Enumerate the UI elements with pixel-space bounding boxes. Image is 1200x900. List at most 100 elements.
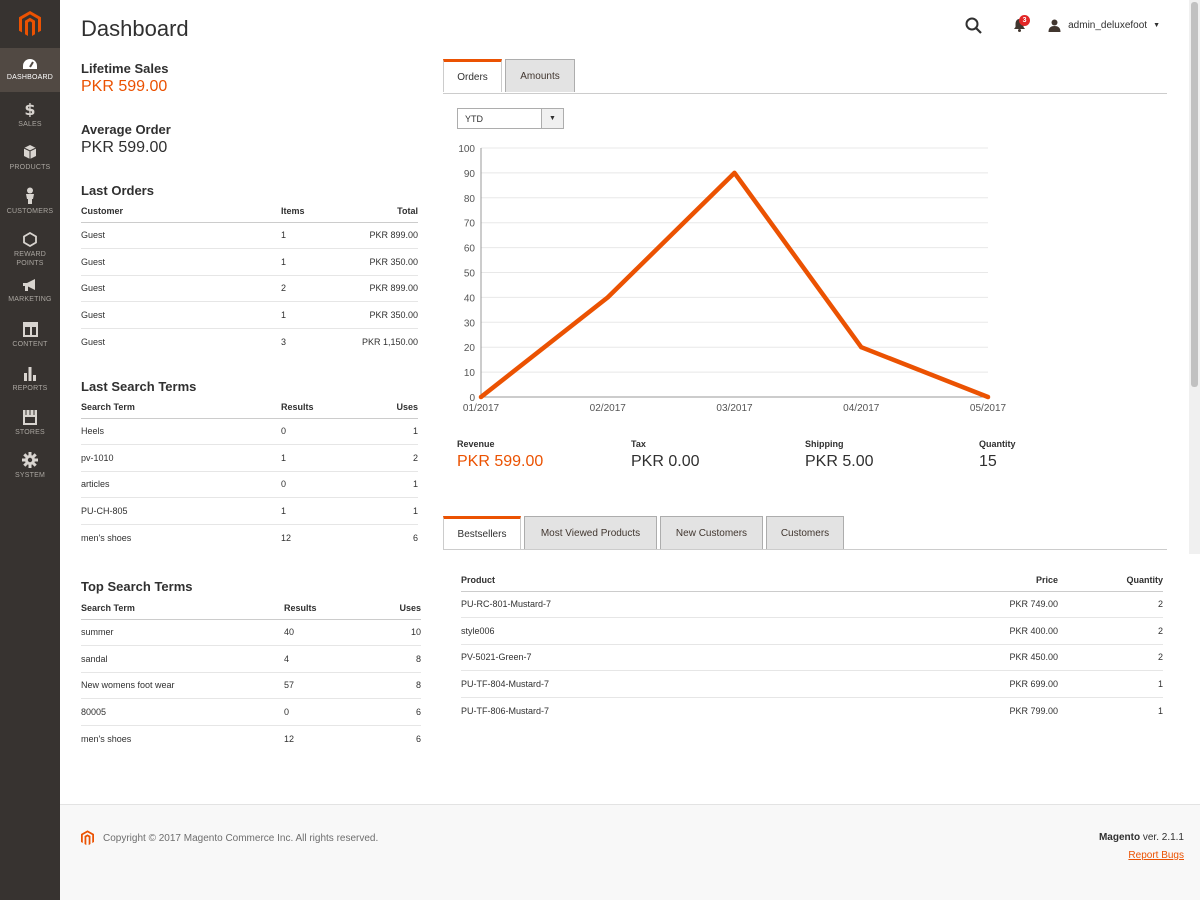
nav-reports[interactable]: REPORTS: [0, 360, 60, 404]
cell: 6: [344, 698, 421, 726]
data-point: [986, 395, 990, 399]
table-row[interactable]: men's shoes 12 6: [81, 725, 421, 752]
data-point: [479, 395, 483, 399]
nav-dashboard[interactable]: DASHBOARD: [0, 48, 60, 92]
copyright-text: Copyright © 2017 Magento Commerce Inc. A…: [103, 833, 379, 844]
table-row[interactable]: PU-RC-801-Mustard-7 PKR 749.00 2: [461, 591, 1163, 618]
table-row[interactable]: summer 40 10: [81, 619, 421, 646]
y-tick-label: 20: [464, 343, 476, 354]
search-icon: [965, 17, 982, 34]
table-row[interactable]: PU-TF-804-Mustard-7 PKR 699.00 1: [461, 670, 1163, 698]
cell: 1: [281, 444, 341, 472]
top-search-terms-table: Search Term Results Uses summer 40 10 sand…: [81, 597, 421, 752]
total-value: 15: [979, 453, 997, 470]
nav-sales[interactable]: $ SALES: [0, 92, 60, 136]
table-row[interactable]: Guest 1 PKR 350.00: [81, 248, 418, 276]
column-header: Price: [941, 569, 1058, 592]
total-revenue: Revenue PKR 599.00: [457, 439, 543, 471]
page-scrollbar[interactable]: [1189, 0, 1200, 554]
nav-label: SYSTEM: [15, 472, 45, 479]
table-row[interactable]: Guest 1 PKR 350.00: [81, 301, 418, 329]
average-order-value: PKR 599.00: [81, 139, 168, 156]
table-row[interactable]: style006 PKR 400.00 2: [461, 617, 1163, 645]
report-bugs-link[interactable]: Report Bugs: [1128, 850, 1184, 861]
data-point: [605, 295, 610, 300]
nav-label: MARKETING: [8, 296, 52, 303]
bar-chart-icon: [24, 367, 36, 381]
tab-most-viewed-products[interactable]: Most Viewed Products: [524, 516, 657, 549]
cell: 40: [284, 619, 344, 646]
orders-line-chart: 0 10 20 30 40 50 60 70 80 90 100 01/2017 02/2017 03/…: [458, 144, 1007, 414]
table-row[interactable]: PU-TF-806-Mustard-7 PKR 799.00 1: [461, 697, 1163, 724]
tab-amounts[interactable]: Amounts: [505, 59, 575, 92]
column-header: Customer: [81, 200, 281, 223]
cell: articles: [81, 471, 281, 498]
table-row[interactable]: PV-5021-Green-7 PKR 450.00 2: [461, 644, 1163, 671]
cell: PU-TF-804-Mustard-7: [461, 670, 941, 698]
global-search-button[interactable]: [962, 14, 984, 36]
user-name: admin_deluxefoot: [1068, 19, 1148, 31]
nav-marketing[interactable]: MARKETING: [0, 272, 60, 316]
cell: 1: [341, 497, 418, 525]
tab-orders[interactable]: Orders: [443, 59, 502, 92]
cell: summer: [81, 619, 284, 646]
cell: 1: [341, 471, 418, 498]
cell: 2: [341, 444, 418, 472]
table-row[interactable]: New womens foot wear 57 8: [81, 672, 421, 699]
x-tick-label: 05/2017: [970, 403, 1007, 414]
column-header: Product: [461, 569, 941, 592]
lifetime-sales-value: PKR 599.00: [81, 78, 168, 95]
version-number: ver. 2.1.1: [1140, 832, 1184, 843]
magento-logo-icon[interactable]: [0, 0, 60, 48]
nav-content[interactable]: CONTENT: [0, 316, 60, 360]
cell: 6: [412, 532, 418, 543]
tabs-divider: [443, 93, 1167, 94]
cell: 1: [281, 222, 341, 249]
table-row[interactable]: Guest 3 PKR 1,150.00: [81, 328, 418, 355]
table-row[interactable]: sandal 4 8: [81, 645, 421, 673]
x-tick-label: 01/2017: [463, 403, 500, 414]
table-row[interactable]: men's shoes 12 6: [81, 524, 418, 551]
nav-reward-points[interactable]: REWARD POINTS: [0, 224, 60, 272]
hexagon-icon: [23, 232, 37, 247]
table-row[interactable]: pv-1010 1 2: [81, 444, 418, 472]
cell: PKR 899.00: [341, 222, 418, 249]
table-row[interactable]: articles 0 1: [81, 471, 418, 498]
table-row[interactable]: Guest 2 PKR 899.00: [81, 275, 418, 302]
cell: men's shoes: [81, 532, 132, 543]
nav-system[interactable]: SYSTEM: [0, 448, 60, 492]
y-tick-label: 80: [464, 194, 476, 205]
tab-bestsellers[interactable]: Bestsellers: [443, 516, 521, 549]
store-icon: [23, 410, 37, 425]
nav-products[interactable]: PRODUCTS: [0, 136, 60, 180]
period-select[interactable]: YTD ▼: [457, 108, 564, 129]
cell: PKR 799.00: [1009, 705, 1058, 716]
total-tax: Tax PKR 0.00: [631, 439, 699, 471]
cell: New womens foot wear: [81, 672, 284, 699]
notifications-button[interactable]: 3: [1008, 14, 1031, 36]
cell: PKR 400.00: [941, 617, 1058, 645]
dashboard-icon: [23, 59, 37, 69]
nav-customers[interactable]: CUSTOMERS: [0, 180, 60, 224]
table-row[interactable]: Heels 0 1: [81, 418, 418, 445]
cell: Heels: [81, 418, 281, 445]
total-label: Shipping: [805, 439, 844, 449]
cell: 12: [284, 733, 295, 744]
tab-new-customers[interactable]: New Customers: [660, 516, 763, 549]
cell: sandal: [81, 645, 284, 673]
magento-logo-icon: [81, 830, 94, 846]
tab-customers[interactable]: Customers: [766, 516, 844, 549]
last-orders-title: Last Orders: [81, 183, 154, 198]
table-row[interactable]: PU-CH-805 1 1: [81, 497, 418, 525]
user-account-menu[interactable]: admin_deluxefoot ▼: [1048, 19, 1160, 32]
scrollbar-thumb[interactable]: [1191, 2, 1198, 387]
nav-stores[interactable]: STORES: [0, 404, 60, 448]
cell: PKR 350.00: [341, 248, 418, 276]
notification-count-badge: 3: [1019, 15, 1031, 26]
table-row[interactable]: Guest 1 PKR 899.00: [81, 222, 418, 249]
table-row[interactable]: 80005 0 6: [81, 698, 421, 726]
last-orders-table: Customer Items Total Guest 1 PKR 899.00 Gu…: [81, 200, 418, 355]
nav-label: REPORTS: [12, 385, 48, 392]
data-point: [859, 345, 864, 350]
column-header: Search Term: [81, 597, 284, 620]
